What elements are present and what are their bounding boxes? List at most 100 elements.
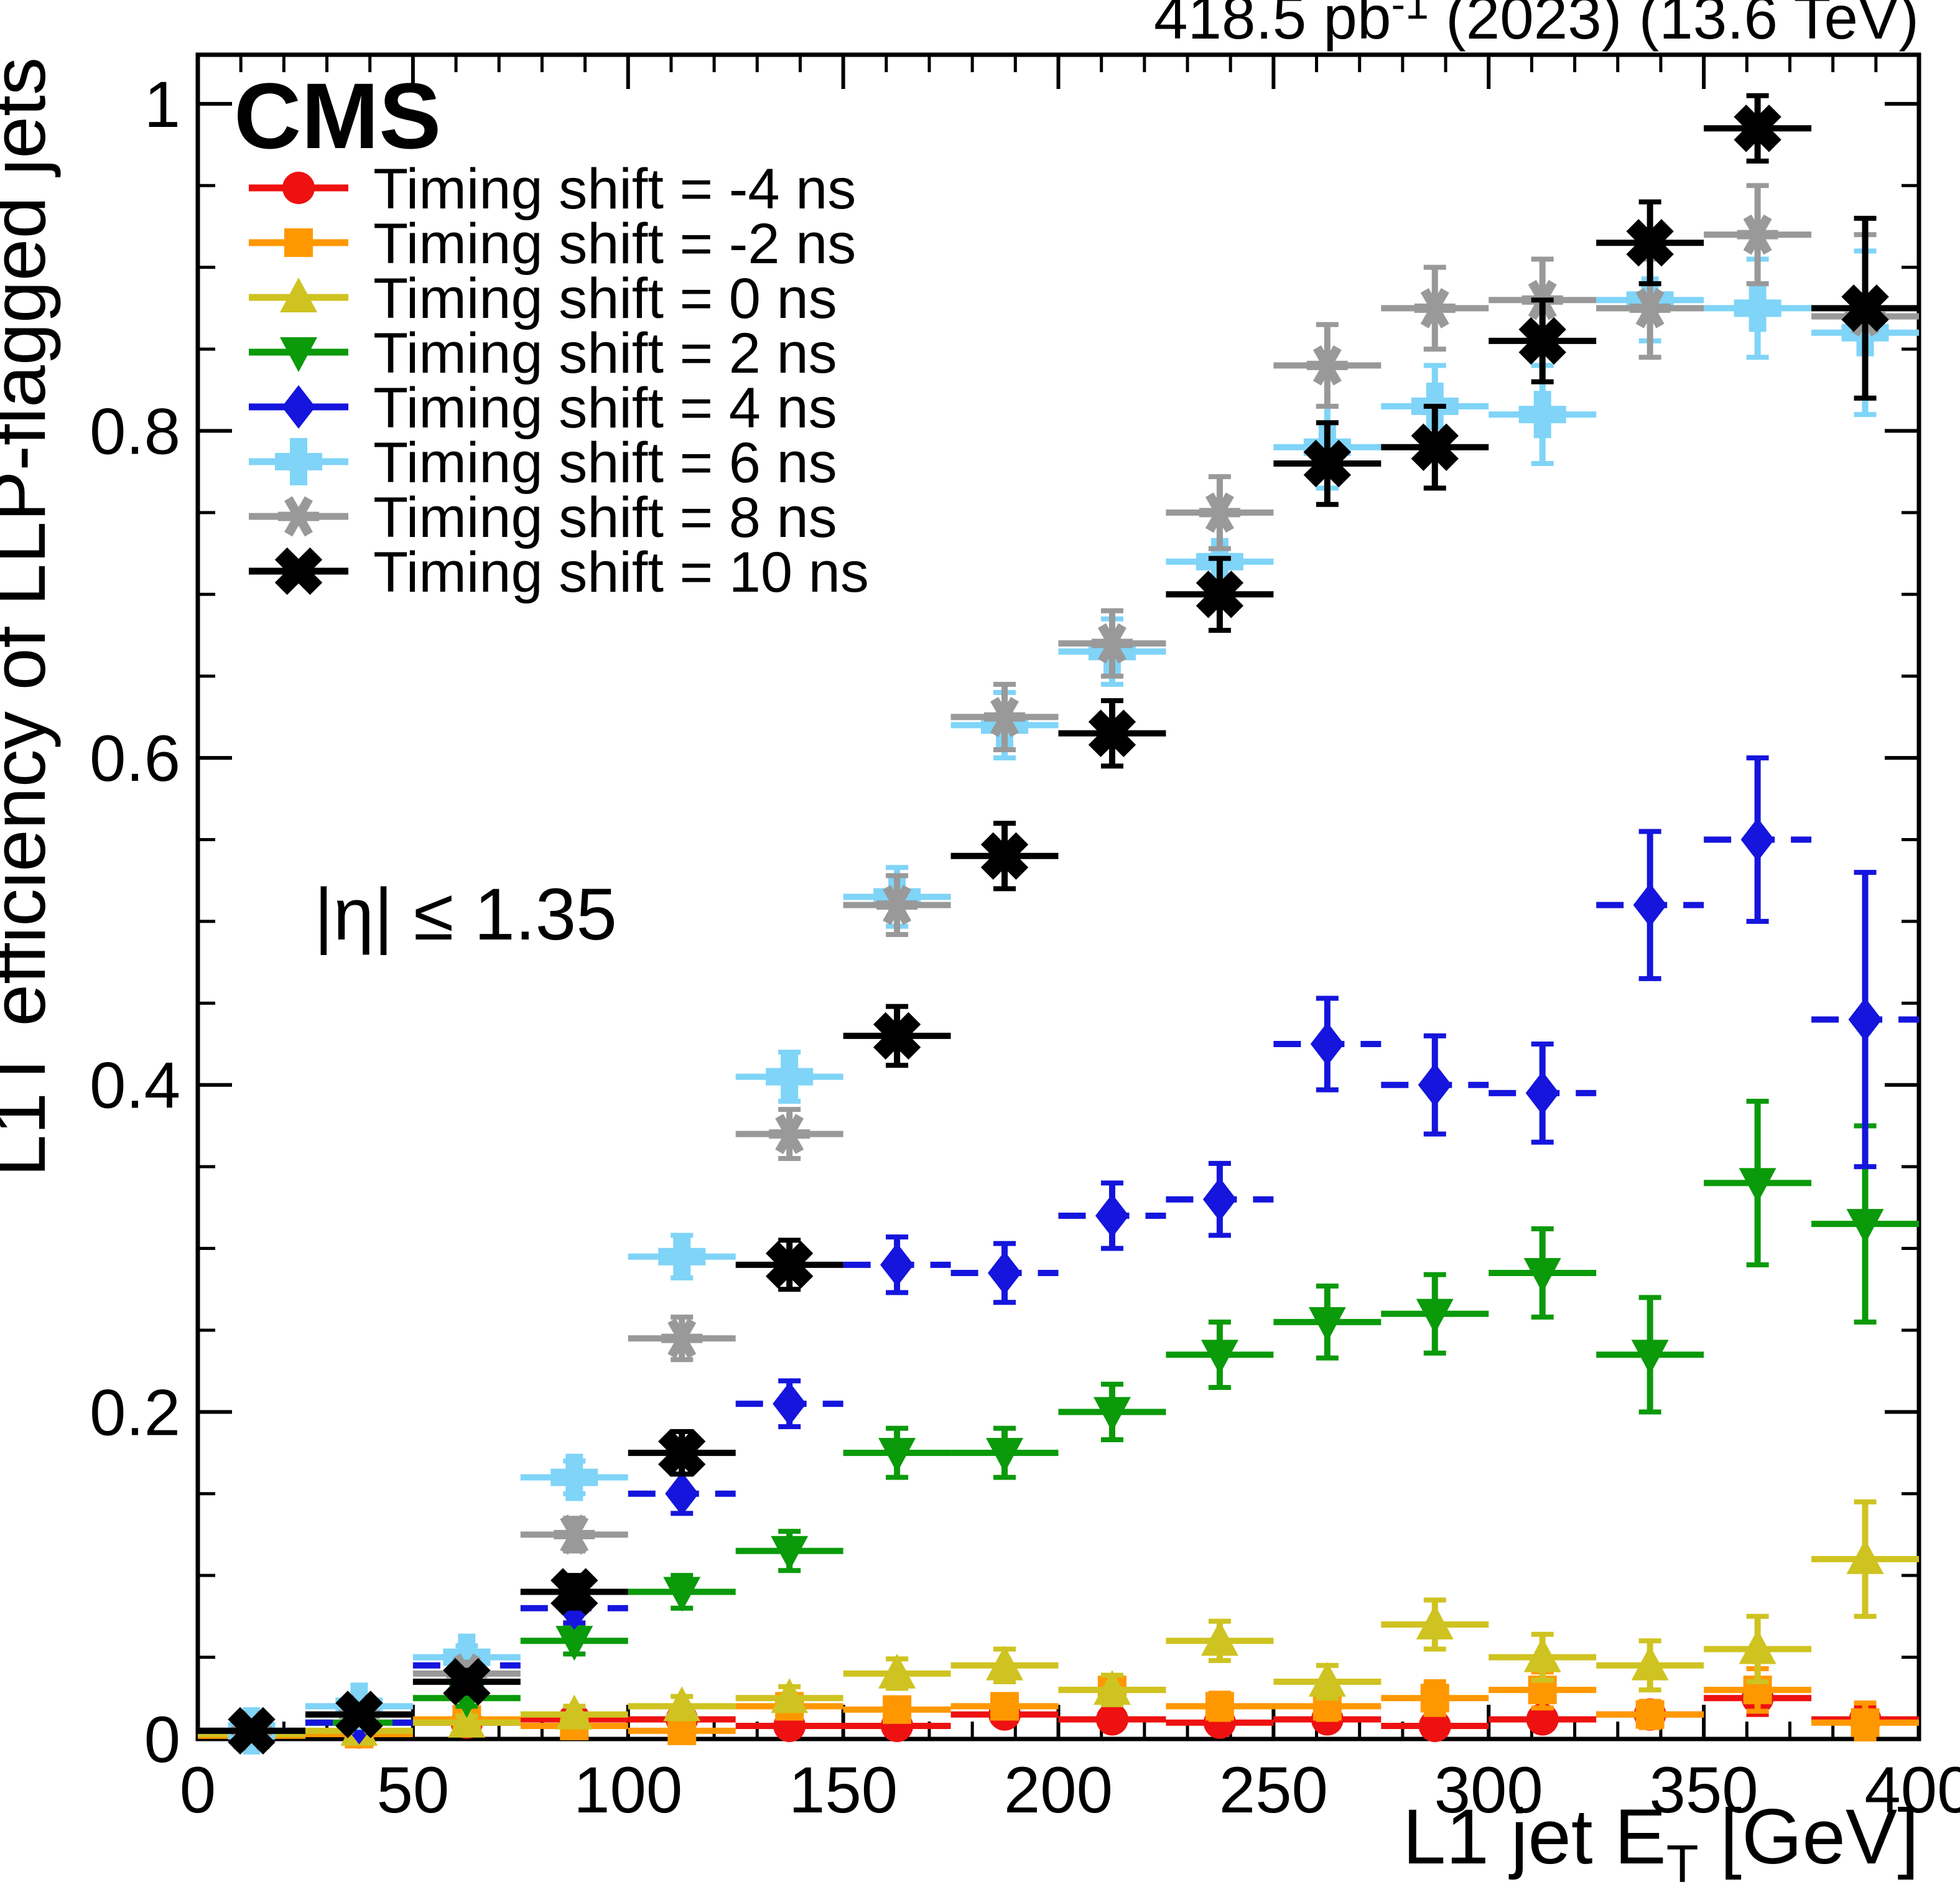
data-marker-asterisk <box>984 697 1026 737</box>
data-marker-cross-x <box>1626 219 1674 267</box>
data-marker-square <box>883 1695 912 1724</box>
legend-item-0: Timing shift = -4 ns <box>249 157 856 221</box>
x-tick-label: 300 <box>1434 1754 1543 1827</box>
data-marker-square <box>284 228 313 257</box>
data-marker-cross-x <box>1088 709 1136 757</box>
data-marker-asterisk <box>1737 214 1778 255</box>
data-marker-cross-x <box>1196 571 1244 618</box>
data-marker-plus <box>766 1053 814 1101</box>
data-marker-asterisk <box>1091 623 1133 664</box>
legend-item-2: Timing shift = 0 ns <box>249 267 837 330</box>
experiment-label: CMS <box>234 63 441 168</box>
data-marker-circle <box>1095 1703 1128 1736</box>
legend-label: Timing shift = -2 ns <box>373 212 856 276</box>
axis-tick-labels: 0 50 100 150 200 250 300 350 400 0 0.2 0.4 0.6 0.8 1 <box>90 68 1960 1827</box>
data-marker-cross-x <box>1411 423 1459 471</box>
data-marker-asterisk <box>876 885 918 925</box>
y-tick-label: 0.8 <box>90 395 180 468</box>
data-marker-diamond <box>1633 883 1667 927</box>
data-marker-triangle-up <box>448 1702 486 1738</box>
series-7 <box>198 93 1919 1755</box>
x-tick-label: 400 <box>1864 1754 1960 1827</box>
data-marker-cross-x <box>765 1241 814 1289</box>
x-tick-label: 250 <box>1219 1754 1328 1827</box>
data-marker-diamond <box>988 1251 1022 1295</box>
data-marker-diamond <box>1202 1177 1237 1221</box>
legend-label: Timing shift = -4 ns <box>373 157 856 221</box>
legend-item-1: Timing shift = -2 ns <box>249 212 856 276</box>
x-tick-label: 100 <box>574 1754 682 1827</box>
data-marker-square <box>1635 1700 1665 1729</box>
y-axis-title: L1T efficiency of LLP-flagged jets <box>0 57 61 1177</box>
data-marker-triangle-up <box>986 1645 1024 1681</box>
data-marker-cross-x <box>443 1657 491 1706</box>
data-marker-cross-x <box>980 832 1029 880</box>
data-marker-cross-x <box>658 1429 706 1477</box>
data-marker-diamond <box>1310 1022 1344 1066</box>
data-marker-triangle-down <box>1201 1340 1238 1375</box>
data-marker-diamond <box>1740 818 1775 862</box>
data-marker-square <box>667 1716 697 1745</box>
data-marker-asterisk <box>278 496 319 537</box>
data-marker-triangle-down <box>280 337 317 372</box>
data-marker-diamond <box>1418 1063 1452 1107</box>
data-marker-triangle-up <box>1523 1637 1561 1672</box>
data-marker-asterisk <box>661 1318 703 1359</box>
legend-item-4: Timing shift = 4 ns <box>249 376 837 440</box>
data-marker-plus <box>550 1453 598 1501</box>
data-marker-square <box>990 1692 1019 1721</box>
data-marker-diamond <box>880 1242 914 1287</box>
data-marker-triangle-up <box>555 1694 593 1730</box>
data-marker-square <box>1205 1692 1234 1721</box>
data-marker-triangle-down <box>663 1577 701 1612</box>
data-marker-asterisk <box>1306 345 1348 386</box>
data-marker-triangle-down <box>878 1438 916 1473</box>
data-marker-triangle-down <box>771 1536 809 1571</box>
x-tick-label: 0 <box>180 1754 216 1827</box>
legend-label: Timing shift = 8 ns <box>373 486 837 549</box>
x-tick-label: 50 <box>376 1754 449 1827</box>
y-tick-label: 0.4 <box>90 1050 180 1122</box>
data-marker-triangle-up <box>1416 1605 1454 1640</box>
data-marker-diamond <box>282 385 315 429</box>
data-marker-cross-x <box>335 1690 383 1738</box>
x-tick-label: 150 <box>789 1754 898 1827</box>
data-marker-asterisk <box>1199 492 1240 533</box>
data-marker-triangle-up <box>1093 1670 1131 1705</box>
y-tick-label: 0.6 <box>90 722 180 795</box>
data-marker-triangle-down <box>1308 1307 1346 1342</box>
data-series-layer <box>198 93 1919 1755</box>
data-marker-circle <box>282 172 315 204</box>
data-marker-triangle-up <box>1631 1645 1669 1681</box>
data-marker-triangle-down <box>555 1626 593 1661</box>
y-tick-label: 1 <box>144 68 180 141</box>
data-marker-cross-x <box>1734 105 1781 152</box>
legend-label: Timing shift = 2 ns <box>373 322 837 385</box>
legend-item-7: Timing shift = 10 ns <box>249 541 869 604</box>
data-marker-triangle-up <box>878 1653 916 1689</box>
data-marker-asterisk <box>554 1514 595 1555</box>
data-marker-cross-x <box>1303 439 1352 488</box>
data-marker-cross-x <box>228 1707 276 1755</box>
data-marker-circle <box>1526 1703 1559 1736</box>
data-marker-cross-x <box>1841 284 1889 332</box>
data-marker-triangle-up <box>1308 1662 1346 1697</box>
data-marker-triangle-down <box>986 1438 1024 1473</box>
data-marker-triangle-up <box>771 1678 809 1713</box>
data-marker-plus <box>1518 391 1566 439</box>
x-tick-label: 200 <box>1004 1754 1113 1827</box>
data-marker-triangle-down <box>1739 1168 1777 1203</box>
legend-item-6: Timing shift = 8 ns <box>249 486 837 549</box>
data-marker-diamond <box>1525 1071 1559 1115</box>
data-marker-square <box>1420 1684 1449 1713</box>
data-marker-diamond <box>773 1382 807 1426</box>
data-marker-asterisk <box>1414 288 1456 329</box>
data-marker-plus <box>1734 284 1781 332</box>
data-marker-plus <box>658 1233 706 1280</box>
data-marker-triangle-up <box>663 1686 701 1722</box>
